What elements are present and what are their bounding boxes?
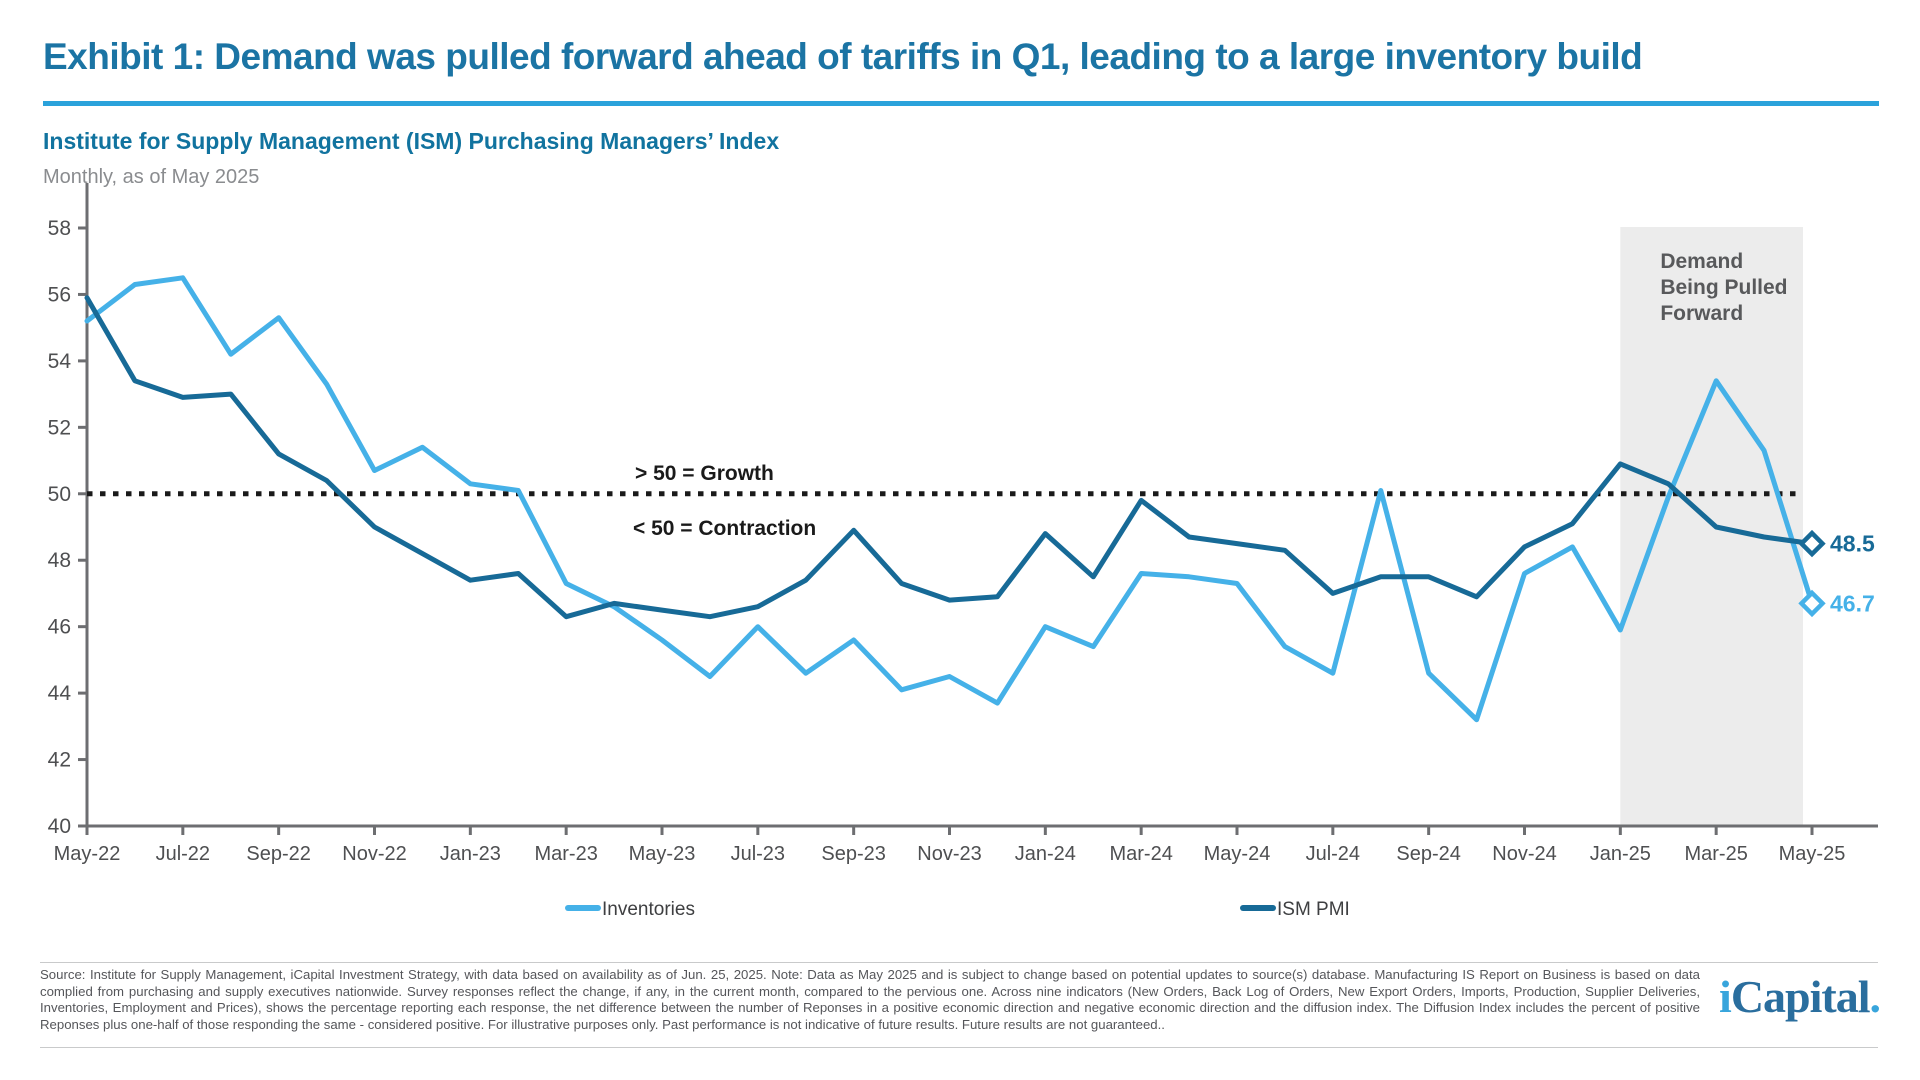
y-axis-tick-label: 52 — [48, 416, 71, 439]
x-axis-tick-label: Jul-24 — [1306, 843, 1360, 865]
y-axis-tick-label: 42 — [48, 749, 71, 772]
end-marker-diamond-inventories — [1798, 589, 1826, 618]
legend-label-ism-pmi: ISM PMI — [1277, 899, 1350, 920]
x-axis-tick-label: Jan-25 — [1590, 843, 1651, 865]
y-axis-tick-label: 54 — [48, 350, 72, 373]
x-axis-tick-label: May-22 — [54, 843, 121, 865]
end-value-label-ism-pmi: 48.5 — [1830, 531, 1875, 557]
growth-annotation: > 50 = Growth — [635, 462, 774, 485]
x-axis-tick-label: Jul-22 — [156, 843, 210, 865]
ism-pmi-line-chart: Demand Being Pulled Forward 40 42 44 46 48 50 52 5… — [48, 183, 1878, 920]
x-axis-tick-label: Nov-23 — [917, 843, 981, 865]
y-axis-tick-label: 50 — [48, 483, 71, 506]
x-axis-tick-label: Jan-23 — [440, 843, 501, 865]
demand-pulled-forward-label: Demand Being Pulled Forward — [1660, 250, 1787, 325]
logo-letter-i: i — [1719, 971, 1732, 1022]
end-marker-diamond-ism-pmi — [1798, 529, 1826, 558]
y-axis-tick-label: 46 — [48, 616, 71, 639]
y-axis-tick-label: 48 — [48, 549, 71, 572]
y-axis-tick-label: 56 — [48, 283, 71, 306]
chart-period-note: Monthly, as of May 2025 — [43, 166, 260, 188]
x-axis-tick-label: Nov-24 — [1492, 843, 1556, 865]
end-value-label-inventories: 46.7 — [1830, 590, 1875, 616]
x-axis-tick-label: May-24 — [1204, 843, 1271, 865]
chart-title: Institute for Supply Management (ISM) Pu… — [43, 128, 780, 154]
page-title: Exhibit 1: Demand was pulled forward ahe… — [43, 36, 1643, 77]
x-axis-tick-label: Mar-25 — [1684, 843, 1747, 865]
x-axis-tick-label: May-25 — [1779, 843, 1846, 865]
series-line-ism-pmi — [84, 295, 1815, 620]
logo-dot: . — [1869, 971, 1881, 1022]
x-axis-tick-label: Jan-24 — [1015, 843, 1076, 865]
x-axis-tick-label: Sep-23 — [821, 843, 886, 865]
demand-pulled-forward-band — [1620, 227, 1803, 826]
y-axis-tick-label: 58 — [48, 217, 71, 240]
x-axis-tick-label: Mar-24 — [1109, 843, 1172, 865]
x-axis-tick-label: Sep-24 — [1396, 843, 1461, 865]
y-axis-tick-label: 44 — [48, 682, 72, 705]
footer-divider-top — [40, 962, 1878, 963]
icapital-logo: iCapital. — [1719, 970, 1881, 1023]
x-axis-tick-label: Sep-22 — [246, 843, 311, 865]
x-axis-tick-label: Nov-22 — [342, 843, 406, 865]
contraction-annotation: < 50 = Contraction — [633, 517, 816, 540]
x-axis-tick-label: Mar-23 — [534, 843, 597, 865]
x-axis-tick-label: May-23 — [629, 843, 696, 865]
footer-divider-bottom — [40, 1047, 1878, 1048]
title-divider — [43, 101, 1879, 106]
logo-word-capital: Capital — [1730, 971, 1871, 1022]
x-axis-tick-label: Jul-23 — [731, 843, 785, 865]
y-axis-tick-label: 40 — [48, 815, 71, 838]
legend-label-inventories: Inventories — [602, 899, 695, 920]
source-disclosure-text: Source: Institute for Supply Management,… — [40, 967, 1700, 1032]
series-line-inventories — [84, 275, 1815, 723]
